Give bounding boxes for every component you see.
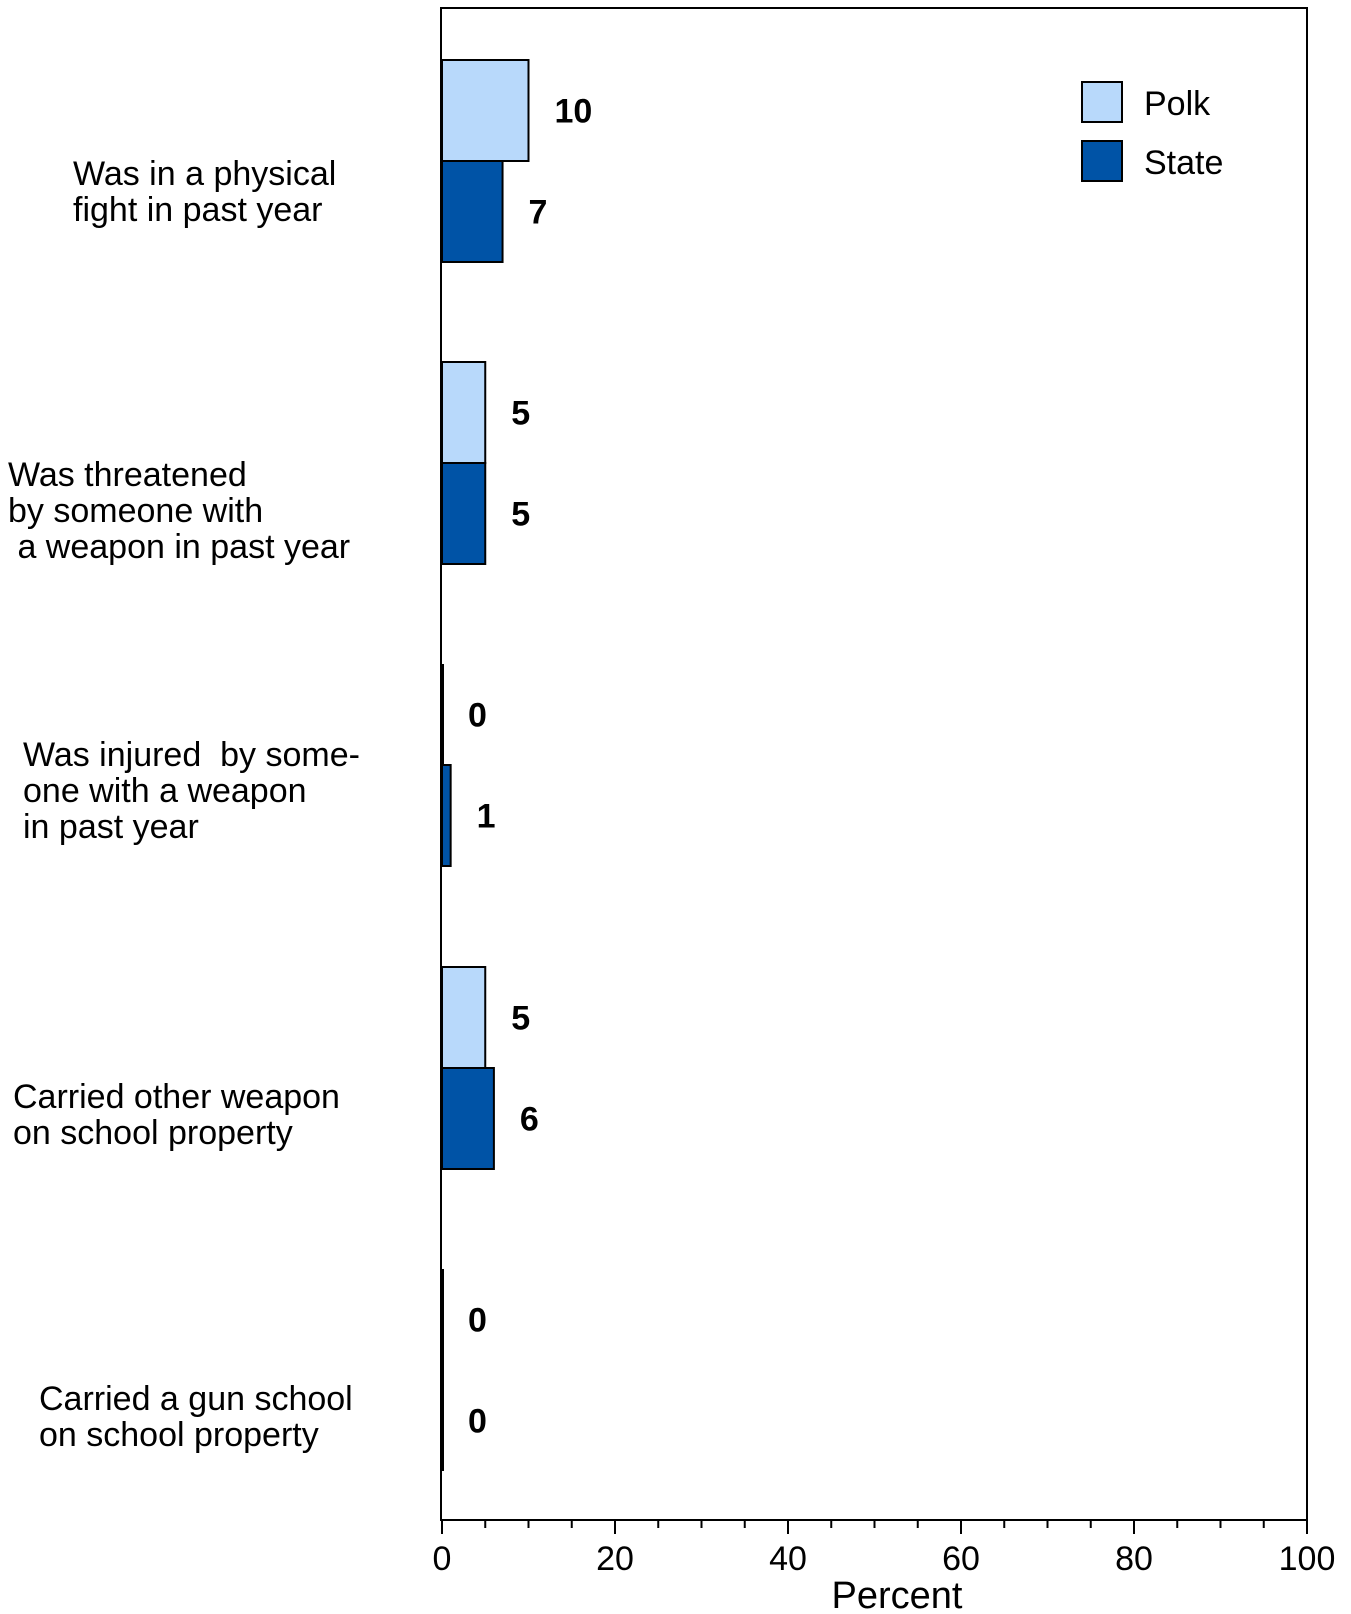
category-label: Was in a physical fight in past year xyxy=(73,155,336,229)
legend: Polk State xyxy=(1081,81,1223,182)
category-label: Carried other weapon on school property xyxy=(13,1078,340,1152)
bar-state xyxy=(441,1067,495,1170)
legend-label-polk: Polk xyxy=(1144,85,1211,123)
bar-state xyxy=(441,160,504,263)
bar-polk xyxy=(442,664,444,765)
value-label: 5 xyxy=(511,395,530,433)
value-label: 6 xyxy=(520,1101,539,1139)
x-axis-ticks: 0 20 40 60 80 100 xyxy=(433,1520,1336,1578)
bar-polk xyxy=(441,966,487,1069)
x-tick-label: 20 xyxy=(596,1540,634,1578)
x-tick-label: 80 xyxy=(1115,1540,1153,1578)
bar-state xyxy=(442,1370,444,1471)
bar-polk xyxy=(441,59,530,162)
x-tick-label: 0 xyxy=(433,1540,452,1578)
x-tick-label: 40 xyxy=(769,1540,807,1578)
x-tick-label: 60 xyxy=(942,1540,980,1578)
category-label: Carried a gun school on school property xyxy=(39,1380,353,1454)
plot-frame xyxy=(440,7,1308,1521)
value-label: 5 xyxy=(511,496,530,534)
legend-swatch-polk xyxy=(1081,81,1123,123)
x-tick-label: 100 xyxy=(1279,1540,1336,1578)
bar-polk xyxy=(442,1269,444,1370)
category-label: Was injured by some-one with a weapon in … xyxy=(23,736,360,846)
value-label: 0 xyxy=(468,1302,487,1340)
value-label: 5 xyxy=(511,1000,530,1038)
value-label: 7 xyxy=(529,194,548,232)
x-axis-title: Percent xyxy=(832,1575,963,1614)
category-labels: Was in a physical fight in past year Was t… xyxy=(8,155,360,1454)
bars xyxy=(441,59,530,1471)
bar-state xyxy=(441,462,487,565)
value-label: 0 xyxy=(468,1403,487,1441)
value-labels: 10 5 0 5 0 7 5 1 6 0 xyxy=(468,93,592,1441)
legend-label-state: State xyxy=(1144,144,1223,182)
bar-polk xyxy=(441,361,487,464)
value-label: 0 xyxy=(468,697,487,735)
value-label: 10 xyxy=(555,93,593,131)
legend-swatch-state xyxy=(1081,140,1123,182)
bar-state xyxy=(441,764,452,867)
value-label: 1 xyxy=(477,798,496,836)
category-label: Was threatened by someone with a weapon i… xyxy=(8,456,350,566)
